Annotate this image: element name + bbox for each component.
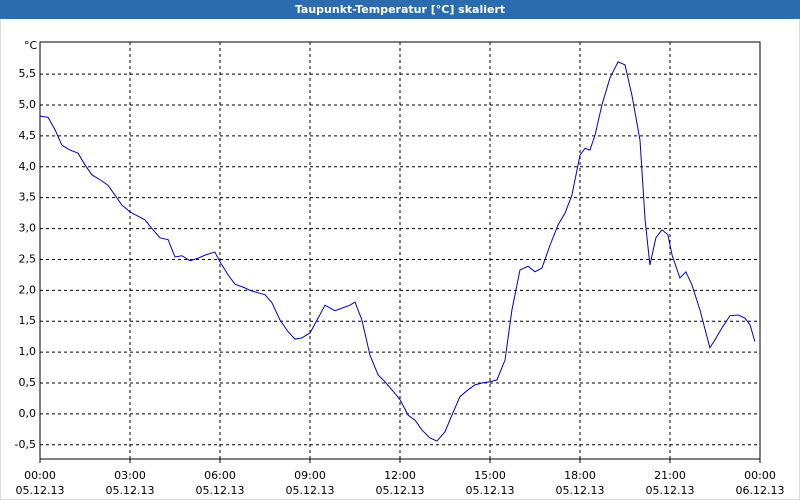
x-tick-date: 05.12.13 — [196, 484, 245, 497]
x-tick-date: 05.12.13 — [646, 484, 695, 497]
y-tick-label: 5,5 — [19, 67, 37, 80]
x-tick-label: 18:00 — [564, 469, 596, 482]
plot-area — [40, 42, 760, 459]
y-tick-label: 4,5 — [19, 129, 37, 142]
x-tick-label: 00:00 — [24, 469, 56, 482]
x-tick-label: 12:00 — [384, 469, 416, 482]
plot-border — [39, 41, 761, 460]
x-tick-label: 15:00 — [474, 469, 506, 482]
y-tick-label: 0,0 — [19, 407, 37, 420]
y-tick-label: 2,0 — [19, 283, 37, 296]
y-tick-label: 3,5 — [19, 191, 37, 204]
y-tick-label: 1,5 — [19, 314, 37, 327]
x-tick-date: 05.12.13 — [16, 484, 65, 497]
x-tick-date: 05.12.13 — [556, 484, 605, 497]
y-tick-label: 5,0 — [19, 98, 37, 111]
y-unit: °C — [24, 39, 38, 52]
x-tick-date: 06.12.13 — [736, 484, 785, 497]
y-tick-label: 4,0 — [19, 160, 37, 173]
y-tick-label: 0,5 — [19, 376, 37, 389]
data-line — [39, 61, 756, 442]
x-tick-date: 05.12.13 — [106, 484, 155, 497]
x-tick-date: 05.12.13 — [286, 484, 335, 497]
x-tick-date: 05.12.13 — [466, 484, 515, 497]
y-tick-label: -0,5 — [15, 438, 36, 451]
y-tick-label: 1,0 — [19, 345, 37, 358]
x-tick-label: 09:00 — [294, 469, 326, 482]
x-tick-label: 03:00 — [114, 469, 146, 482]
x-tick-label: 21:00 — [654, 469, 686, 482]
y-tick-label: 2,5 — [19, 252, 37, 265]
title-bar — [0, 0, 800, 19]
y-tick-label: 3,0 — [19, 222, 37, 235]
chart-title: Taupunkt-Temperatur [°C] skaliert — [295, 3, 505, 16]
x-tick-date: 05.12.13 — [376, 484, 425, 497]
x-tick-label: 00:00 — [744, 469, 776, 482]
x-tick-label: 06:00 — [204, 469, 236, 482]
